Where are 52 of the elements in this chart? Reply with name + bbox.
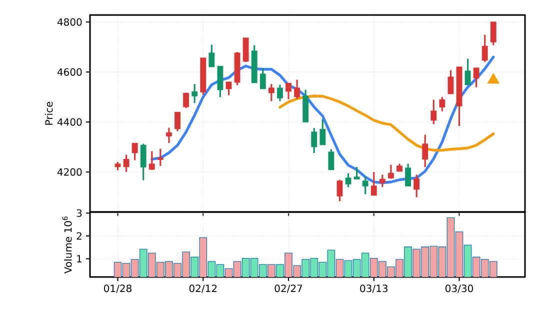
y-tick-label: 4800 [57,18,82,26]
candlestick [345,172,352,188]
candlestick [422,134,428,168]
x-tick-label: 03/30 [446,284,473,293]
candlestick [448,69,454,95]
y-tick-label: 3 [76,209,82,217]
x-tick-label: 03/13 [360,284,388,293]
candlestick [311,127,318,154]
candlestick [482,34,488,63]
candlestick [242,37,249,63]
candlestick [174,111,180,132]
candlestick [166,126,172,144]
candlestick [277,84,283,102]
x-tick-label: 02/27 [274,284,302,293]
candlestick [286,82,292,100]
candlestick [132,142,138,162]
candlestick [370,171,377,196]
y-tick-label: 4200 [57,168,82,176]
y-tick-label: 1 [77,255,82,262]
candlestick [320,118,326,146]
y-axis-title: Price [44,102,53,125]
candlestick [414,174,420,198]
candlestick [208,44,215,68]
x-tick-label: 02/12 [189,284,217,293]
candlestick [260,67,266,90]
candlestick [157,148,164,167]
candlestick [183,92,190,110]
y-tick-label: 4600 [57,68,82,76]
candlestick [430,98,437,126]
candlestick [336,178,343,202]
candlestick [328,148,334,171]
y-tick-label: 4400 [57,118,82,126]
candlestick [405,162,411,187]
candlestick [226,81,232,96]
candlestick [354,166,360,180]
candlestick [490,21,496,46]
candlestick [294,78,300,100]
x-tick-label: 01/28 [104,284,132,293]
candlestick [388,164,394,180]
candlestick [464,58,471,86]
candlestick [140,142,146,182]
candlestick [123,154,130,173]
candlestick [379,174,386,188]
candlestick [268,83,274,102]
y-tick-label: 2 [76,232,82,240]
y-axis-title: Volume 10$^{6}$ [62,216,72,274]
candlestick [217,65,224,98]
candlestick [473,67,480,88]
candlestick [192,83,198,104]
candlestick [148,150,155,171]
candlestick [439,96,446,112]
candlestick [362,176,368,196]
